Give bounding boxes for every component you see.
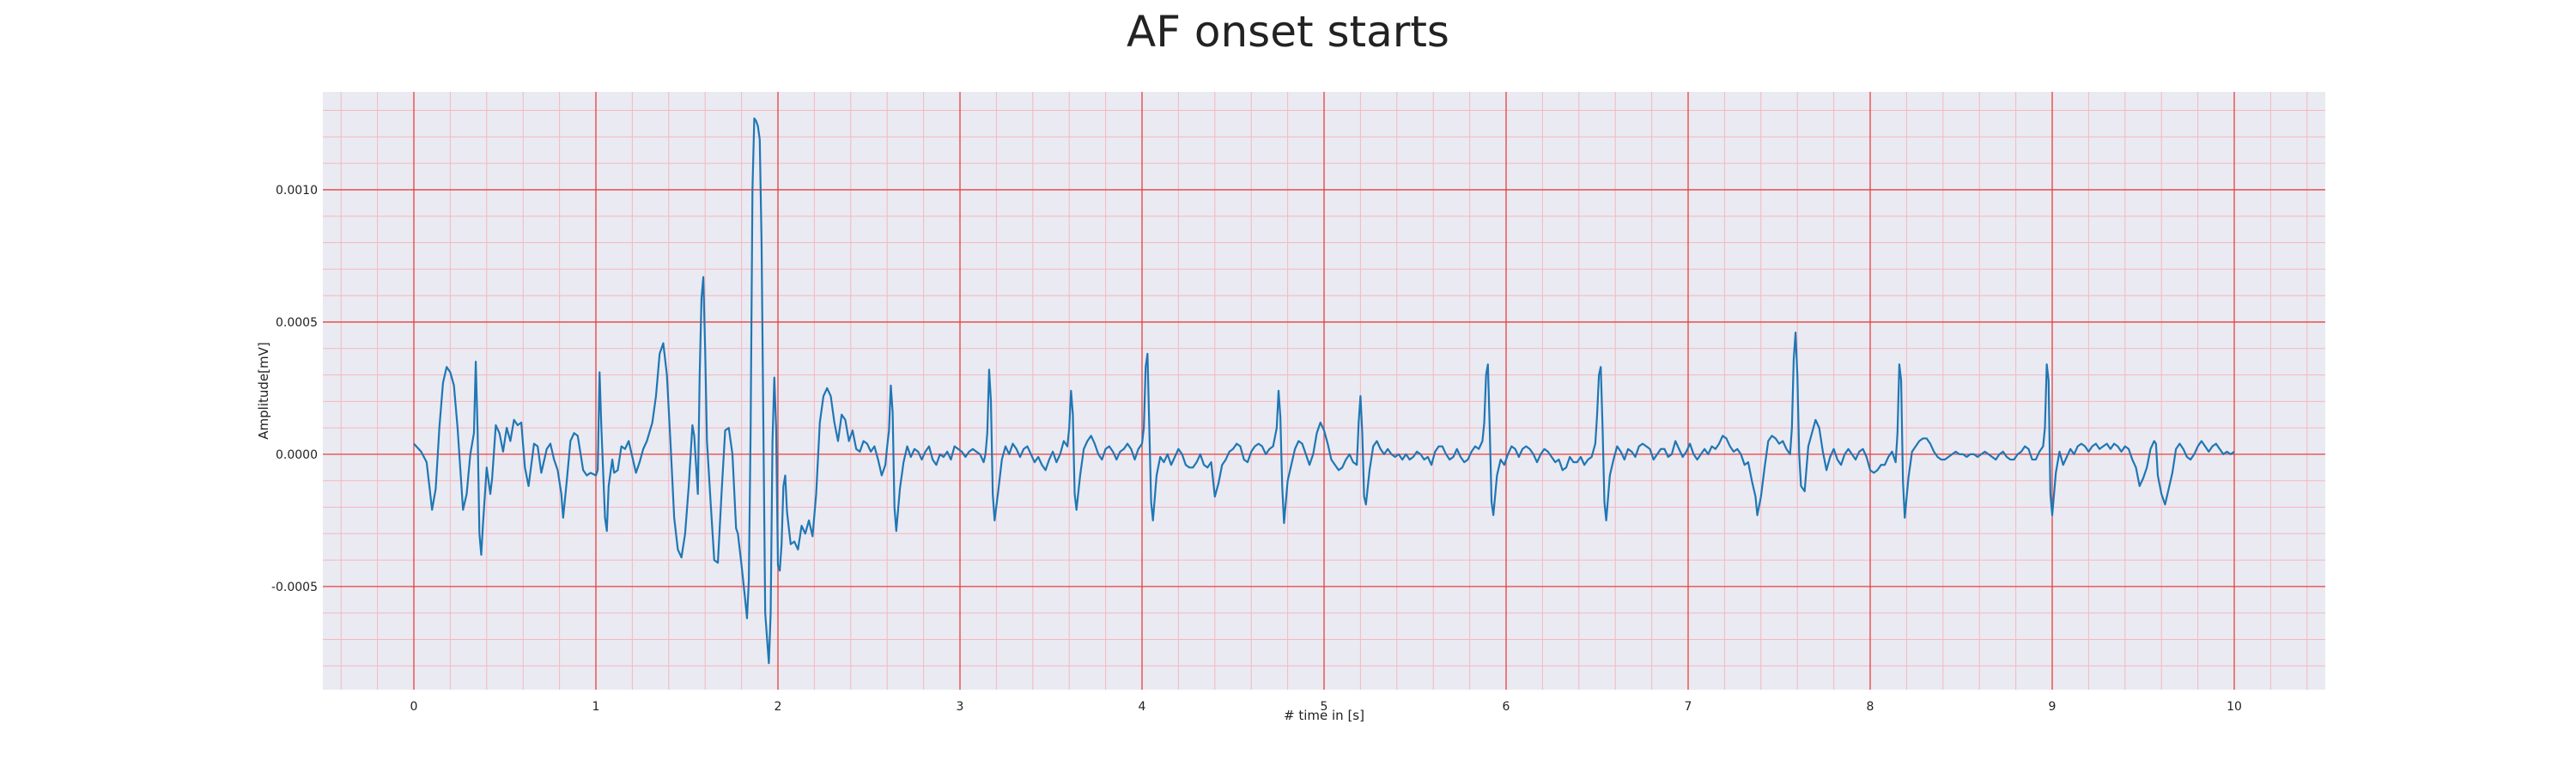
x-axis-label: # time in [s]: [1284, 708, 1364, 723]
x-tick-label: 9: [2049, 700, 2057, 714]
x-tick-label: 2: [775, 700, 782, 714]
y-axis-label: Amplitude[mV]: [256, 342, 271, 439]
y-tick-labels: -0.0005 0.0000 0.0005 0.0010: [271, 184, 318, 594]
chart-title: AF onset starts: [1127, 7, 1449, 57]
major-grid: [323, 92, 2325, 690]
y-tick-label: 0.0005: [276, 316, 318, 330]
ecg-signal-line: [413, 117, 2235, 665]
x-tick-label: 0: [410, 700, 418, 714]
y-tick-label: 0.0010: [276, 184, 318, 198]
x-tick-labels: 0 1 2 3 4 5 6 7 8 9 10: [410, 700, 2242, 714]
y-tick-label: -0.0005: [271, 581, 318, 594]
x-tick-label: 8: [1867, 700, 1874, 714]
x-tick-label: 6: [1503, 700, 1510, 714]
series-layer: [413, 117, 2235, 665]
x-tick-label: 10: [2227, 700, 2242, 714]
x-tick-label: 3: [957, 700, 964, 714]
x-tick-label: 1: [592, 700, 600, 714]
x-tick-label: 4: [1139, 700, 1146, 714]
x-tick-label: 7: [1685, 700, 1692, 714]
y-tick-label: 0.0000: [276, 448, 318, 462]
x-tick-label: 5: [1321, 700, 1328, 714]
